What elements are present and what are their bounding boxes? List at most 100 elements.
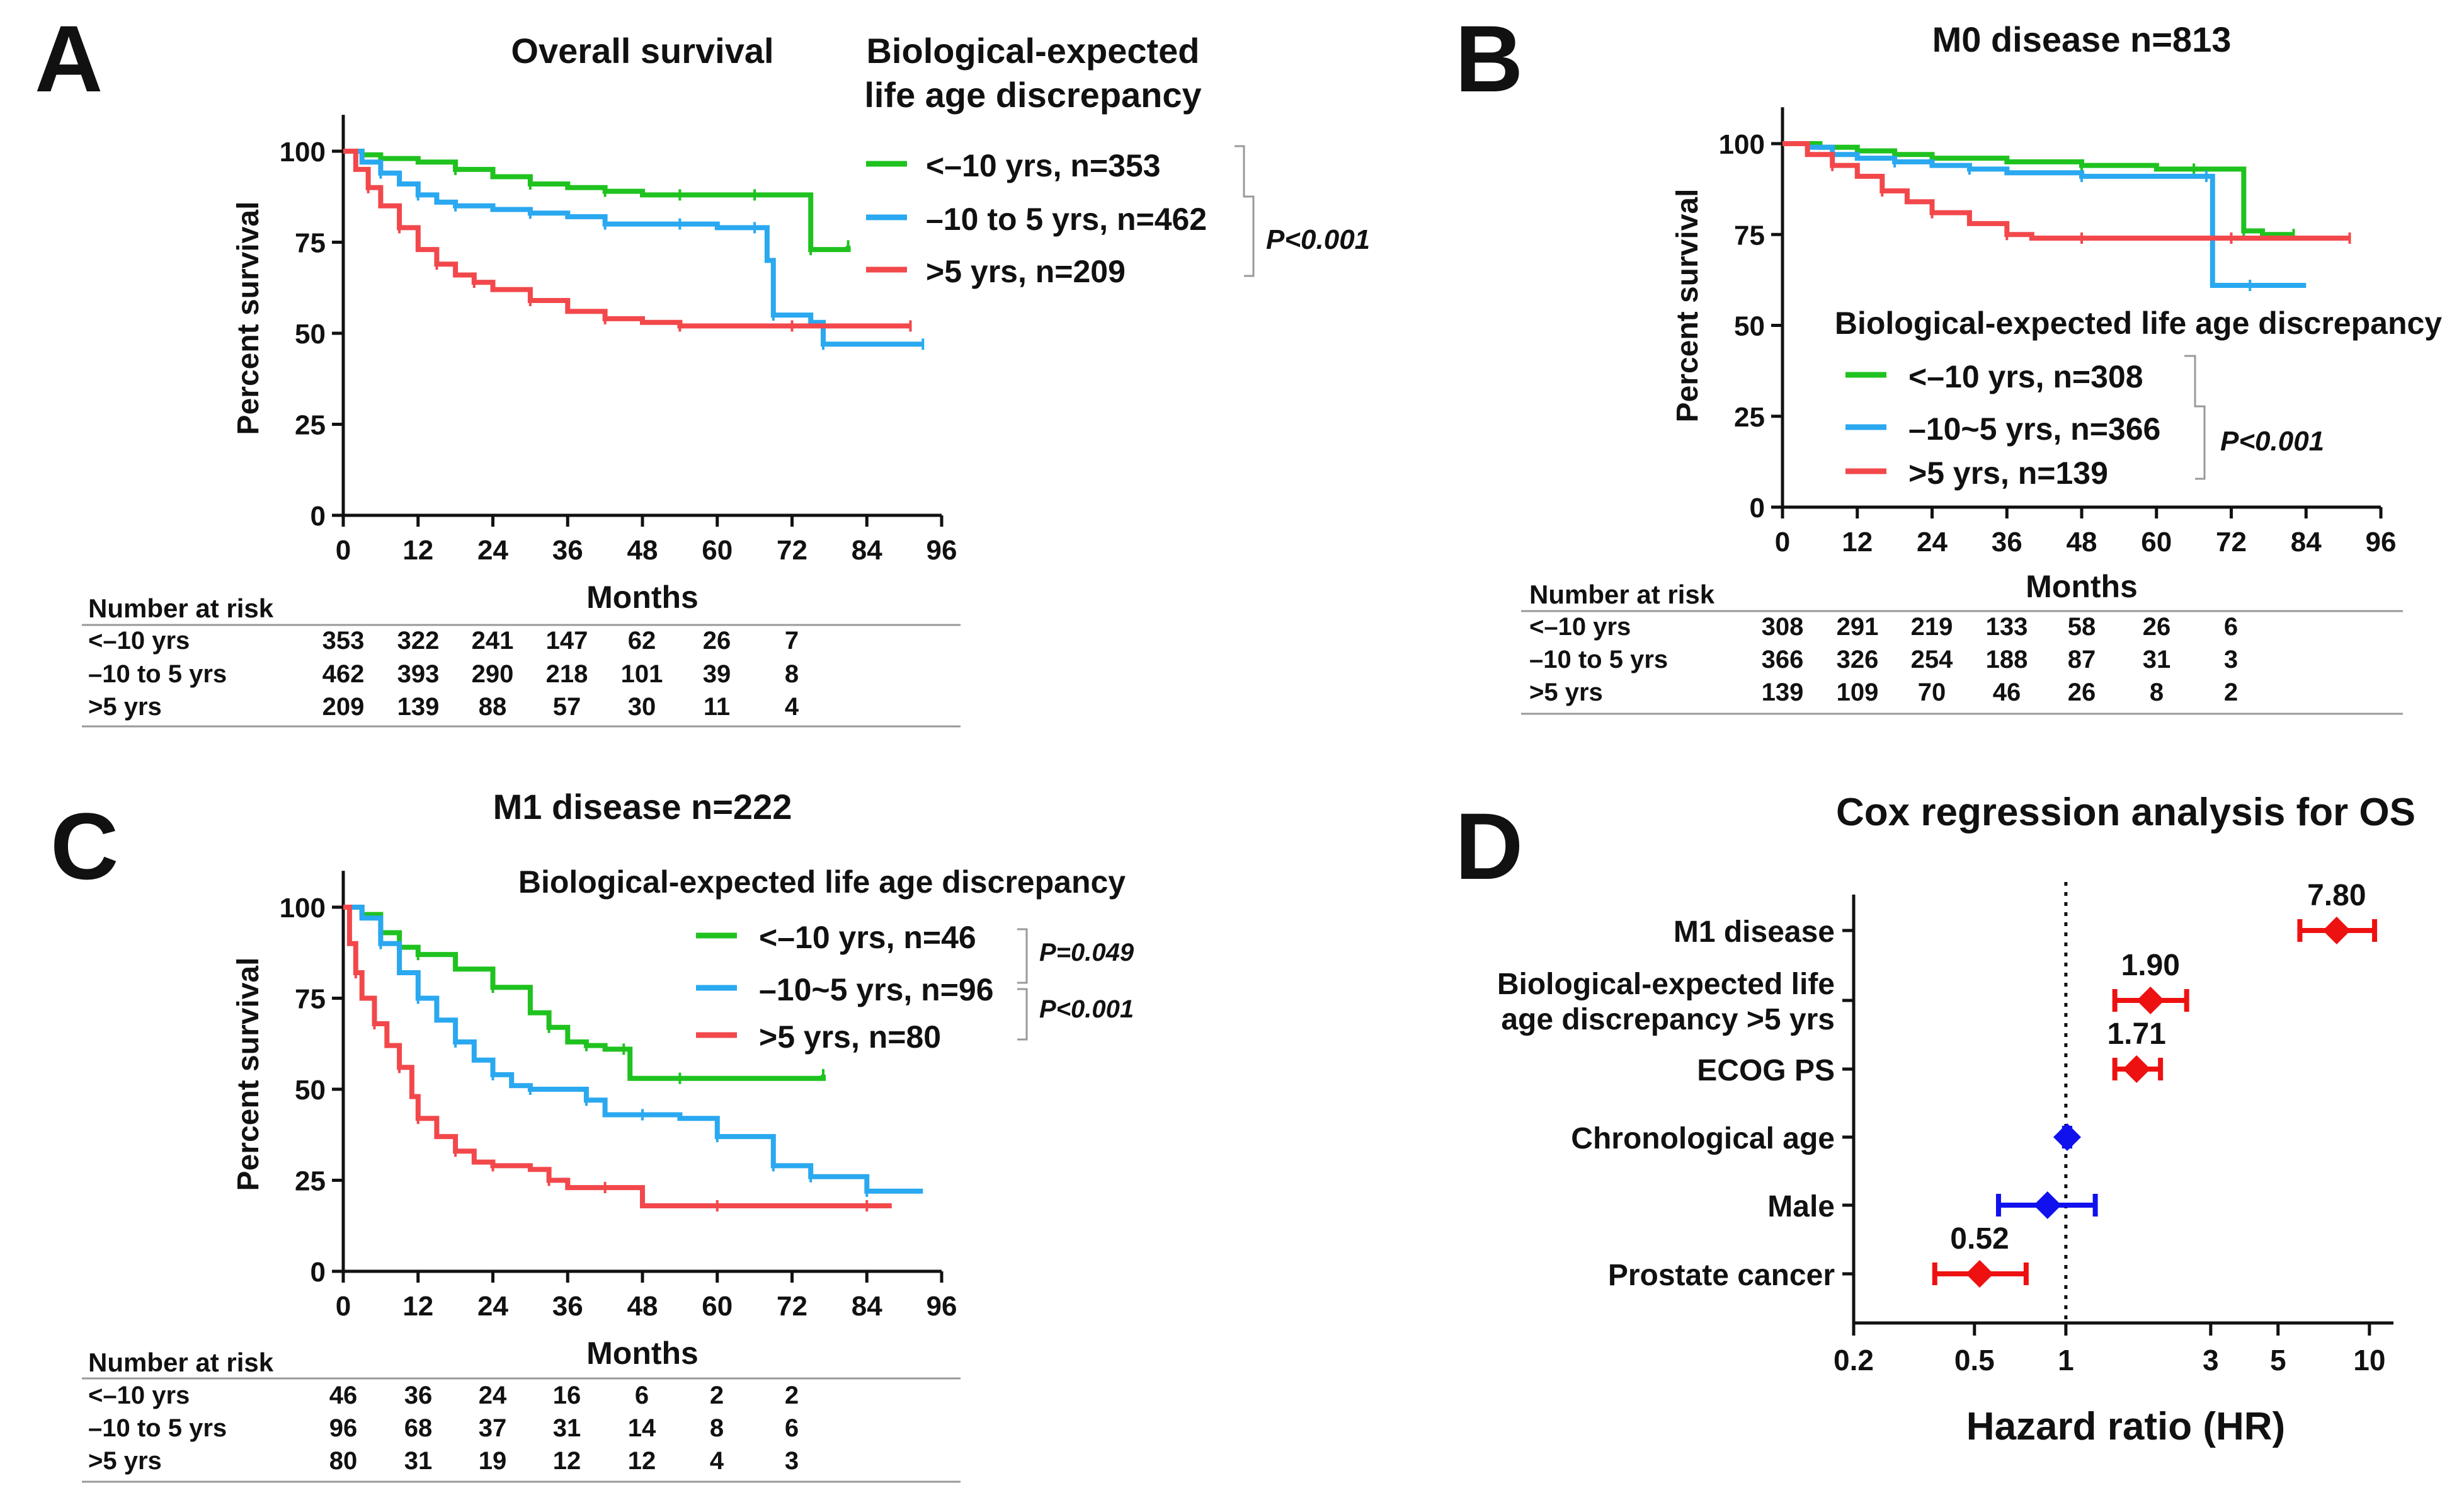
panel-a-risk-cell-0-5: 26 <box>703 627 731 655</box>
panel-c-risk-cell-1-4: 14 <box>628 1414 656 1442</box>
panel-d-hr-label-1: 1.90 <box>2121 949 2180 982</box>
panel-a-legend-title-line1: Biological-expected <box>866 31 1199 71</box>
panel-c-xlabel: Months <box>586 1336 699 1371</box>
panel-a-curve-red <box>343 149 911 329</box>
panel-b-risk-cell-2-4: 26 <box>2068 678 2096 706</box>
panel-c-pvalue-1: P=0.049 <box>1039 939 1134 966</box>
panel-b-ytick-label-4: 100 <box>1719 129 1765 160</box>
panel-a-risk-cell-1-3: 218 <box>546 660 588 688</box>
panel-d-xtick-label-1: 0.5 <box>1954 1344 1995 1377</box>
panel-a-risk-cell-2-0: 209 <box>322 693 365 721</box>
panel-c-ytick-label-3: 75 <box>295 984 326 1015</box>
panel-c-xtick-label-7: 84 <box>852 1291 882 1322</box>
panel-b-xtick-label-3: 36 <box>1992 527 2022 558</box>
panel-c-title: M1 disease n=222 <box>493 787 792 827</box>
panel-b-risk-row-label-2: >5 yrs <box>1529 678 1603 706</box>
panel-b-risk-cell-0-2: 219 <box>1911 613 1953 641</box>
panel-a-title: Overall survival <box>511 31 773 71</box>
panel-label-c: C <box>50 793 118 899</box>
panel-b-xtick-label-6: 72 <box>2216 527 2247 558</box>
panel-b-legend-entry-blue: –10~5 yrs, n=366 <box>1908 411 2160 447</box>
panel-c-curves <box>343 905 923 1211</box>
panel-b-title: M0 disease n=813 <box>1932 20 2232 59</box>
panel-b-xtick-label-1: 12 <box>1842 527 1873 558</box>
panel-a-risk-cell-2-6: 4 <box>785 693 799 721</box>
panel-a-xtick-label-3: 36 <box>552 535 583 566</box>
panel-b-ylabel: Percent survival <box>1671 189 1704 423</box>
panel-a-risk-cell-1-2: 290 <box>472 660 514 688</box>
panel-d-row-label-3-0: Chronological age <box>1571 1122 1835 1155</box>
panel-b-risk-cell-2-1: 109 <box>1837 678 1879 706</box>
panel-label-d: D <box>1455 793 1523 899</box>
panel-a-risk-cell-2-1: 139 <box>397 693 440 721</box>
panel-b-legend-title: Biological-expected life age discrepancy <box>1835 306 2442 341</box>
panel-c-xtick-label-0: 0 <box>336 1291 351 1322</box>
panel-d-axes: 0.2 0.5 1 3 5 10 <box>1834 882 2393 1377</box>
panel-c-risk-cell-2-1: 31 <box>404 1447 433 1475</box>
panel-c-risk-cell-1-0: 96 <box>329 1414 358 1442</box>
panel-b-pvalue: P<0.001 <box>2220 426 2324 457</box>
panel-a-pvalue-bracket <box>1235 145 1255 277</box>
panel-c-risk-cell-0-0: 46 <box>329 1382 358 1409</box>
panel-c-curve-green <box>343 905 826 1081</box>
panel-a-risk-cell-2-2: 88 <box>479 693 507 721</box>
panel-c-risk-row-label-2: >5 yrs <box>88 1447 162 1475</box>
panel-c-legend-entry-red: >5 yrs, n=80 <box>759 1019 941 1055</box>
panel-a: Overall survival Biological-expected lif… <box>82 31 1370 728</box>
panel-b-xtick-label-8: 96 <box>2366 527 2397 558</box>
panel-a-risk-header: Number at risk <box>88 593 274 623</box>
panel-b-ytick-label-2: 50 <box>1734 311 1765 342</box>
panel-c-xtick-label-8: 96 <box>927 1291 957 1322</box>
panel-a-xtick-label-8: 96 <box>927 535 957 566</box>
panel-a-risk-row-label-0: <–10 yrs <box>88 627 190 655</box>
panel-b-risk-table: <–10 yrs 308 291 219 133 58 26 6 –10 to 5 yrs 366… <box>1529 613 2238 706</box>
panel-b-xtick-label-5: 60 <box>2141 527 2172 558</box>
panel-a-risk-cell-2-3: 57 <box>553 693 581 721</box>
panel-b-ytick-label-0: 0 <box>1750 493 1765 524</box>
panel-b-legend-entry-green: <–10 yrs, n=308 <box>1908 359 2143 394</box>
panel-c-risk-header: Number at risk <box>88 1348 274 1377</box>
panel-a-ytick-label-0: 0 <box>311 501 326 532</box>
panel-d-hr-point-5 <box>1966 1260 1994 1288</box>
panel-c-risk-cell-0-1: 36 <box>404 1382 433 1409</box>
panel-b-curves <box>1782 141 2351 292</box>
panel-c-ytick-label-1: 25 <box>295 1166 326 1197</box>
panel-b-risk-cell-0-5: 26 <box>2143 613 2171 641</box>
panel-a-ylabel: Percent survival <box>232 202 265 435</box>
panel-b-xtick-label-2: 24 <box>1917 527 1948 558</box>
panel-a-risk-cell-2-4: 30 <box>628 693 656 721</box>
panel-b-risk-cell-2-3: 46 <box>1993 678 2021 706</box>
panel-a-ytick-label-3: 75 <box>295 228 326 259</box>
panel-c-ytick-label-4: 100 <box>280 893 326 924</box>
panel-c-risk-cell-2-6: 3 <box>785 1447 799 1475</box>
panel-d-title: Cox regression analysis for OS <box>1836 791 2416 834</box>
panel-d-row-label-1-0: Biological-expected life <box>1497 968 1835 1001</box>
panel-b-risk-header: Number at risk <box>1529 580 1715 609</box>
panel-b-risk-cell-2-5: 8 <box>2150 678 2164 706</box>
panel-c-risk-cell-1-5: 8 <box>710 1414 724 1442</box>
panel-d: Cox regression analysis for OS Hazard ra… <box>1497 791 2416 1448</box>
panel-b-pvalue-bracket <box>2184 355 2206 480</box>
panel-b-xtick-label-4: 48 <box>2067 527 2097 558</box>
panel-d-row-label-1-1: age discrepancy >5 yrs <box>1501 1003 1835 1036</box>
panel-c-risk-row-label-0: <–10 yrs <box>88 1382 190 1409</box>
panel-d-xlabel: Hazard ratio (HR) <box>1966 1405 2285 1448</box>
panel-b-risk-cell-0-1: 291 <box>1837 613 1879 641</box>
panel-c-risk-cell-0-4: 6 <box>635 1382 649 1409</box>
panel-c-risk-cell-2-5: 4 <box>710 1447 724 1475</box>
panel-a-xtick-label-5: 60 <box>702 535 733 566</box>
panel-a-risk-row-label-2: >5 yrs <box>88 693 162 721</box>
panel-a-pvalue: P<0.001 <box>1266 224 1370 255</box>
panel-b-risk-cell-2-0: 139 <box>1762 678 1804 706</box>
panel-d-rows: M1 disease 7.80 Biological-expected lifeag… <box>1497 879 2378 1292</box>
panel-b-risk-cell-0-6: 6 <box>2224 613 2238 641</box>
panel-c-ytick-label-2: 50 <box>295 1075 326 1106</box>
panel-a-xtick-label-1: 12 <box>402 535 433 566</box>
panel-a-ytick-label-4: 100 <box>280 137 326 168</box>
panel-d-xtick-label-2: 1 <box>2058 1344 2074 1377</box>
panel-c: M1 disease n=222 Percent survival Months… <box>82 787 1134 1483</box>
panel-b: M0 disease n=813 Percent survival Months… <box>1521 20 2442 715</box>
panel-c-xtick-label-2: 24 <box>477 1291 508 1322</box>
panel-c-risk-cell-1-6: 6 <box>785 1414 799 1442</box>
panel-d-hr-point-0 <box>2322 917 2351 944</box>
